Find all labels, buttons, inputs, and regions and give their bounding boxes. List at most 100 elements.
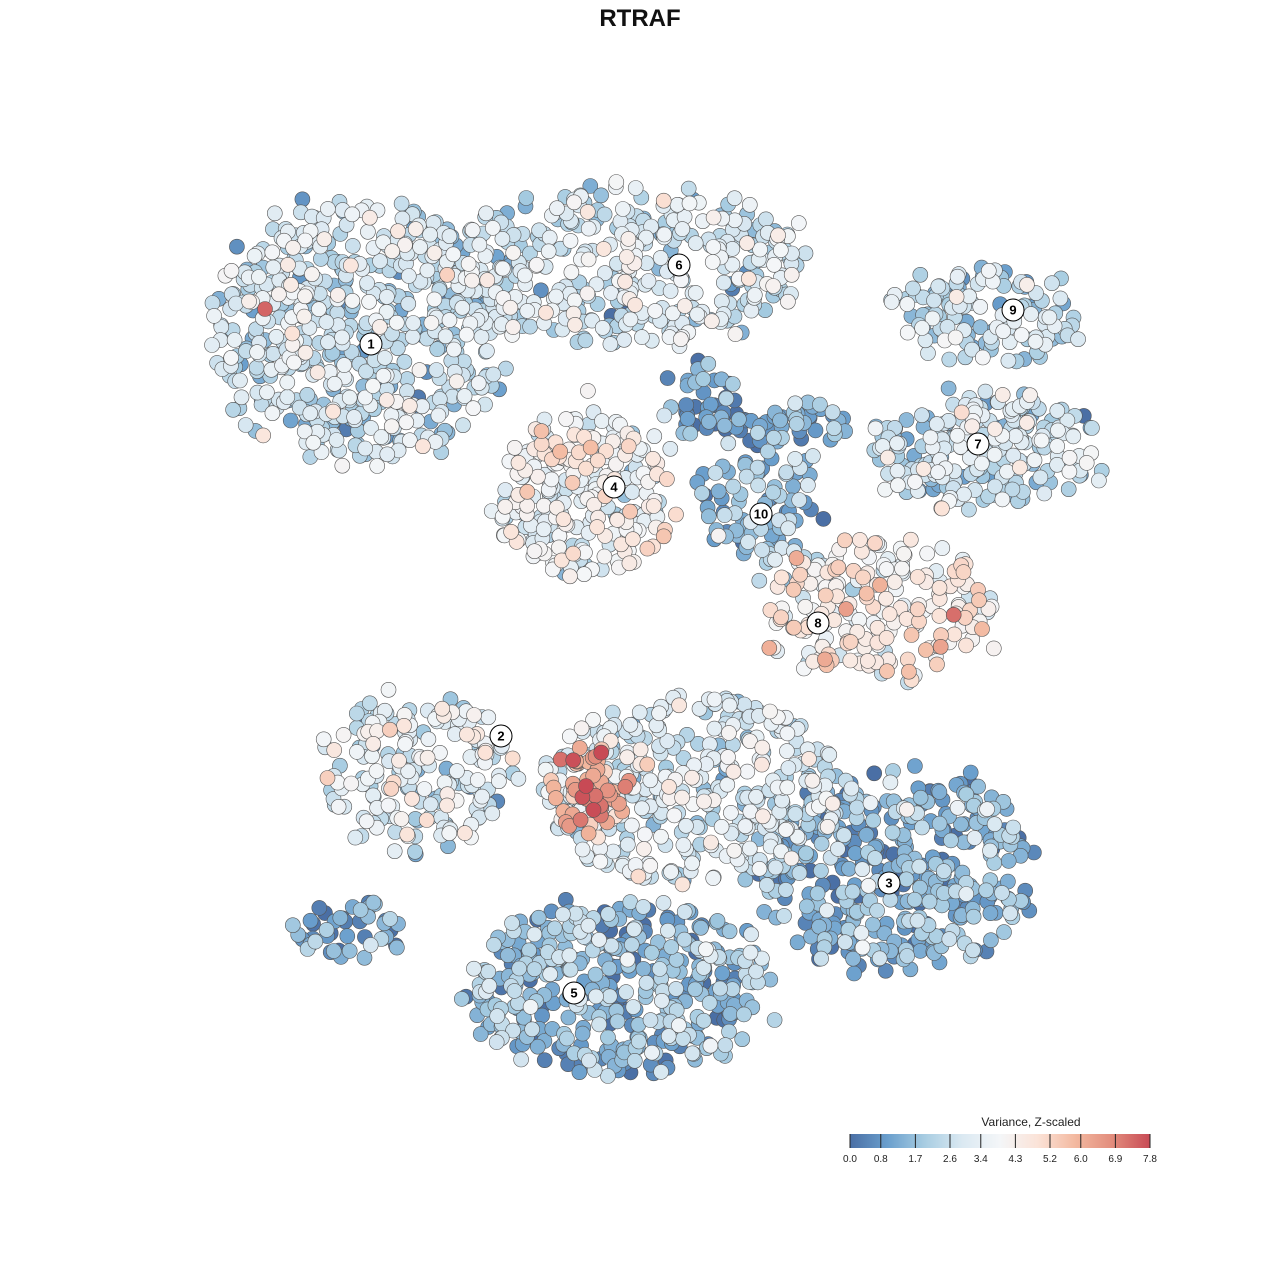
scatter-point bbox=[625, 999, 642, 1015]
scatter-point bbox=[721, 725, 737, 741]
scatter-point bbox=[319, 770, 336, 786]
scatter-point bbox=[731, 411, 747, 428]
scatter-point bbox=[986, 816, 1003, 833]
scatter-point bbox=[491, 773, 507, 790]
scatter-point bbox=[982, 842, 998, 859]
scatter-point bbox=[773, 569, 790, 586]
scatter-point bbox=[695, 1012, 712, 1029]
scatter-point bbox=[396, 353, 413, 370]
scatter-point bbox=[661, 778, 677, 795]
scatter-point bbox=[249, 344, 265, 360]
scatter-point bbox=[302, 405, 319, 422]
scatter-point bbox=[884, 824, 901, 841]
scatter-point bbox=[780, 760, 797, 776]
scatter-point bbox=[591, 931, 607, 948]
scatter-point bbox=[500, 947, 516, 964]
scatter-point bbox=[601, 960, 618, 977]
scatter-point bbox=[536, 497, 552, 514]
scatter-point bbox=[439, 797, 455, 814]
legend-tick-label: 2.6 bbox=[943, 1154, 957, 1165]
scatter-point bbox=[651, 705, 667, 722]
scatter-point bbox=[739, 235, 755, 251]
scatter-point bbox=[705, 239, 722, 255]
scatter-point bbox=[299, 386, 316, 403]
scatter-point bbox=[627, 180, 644, 196]
scatter-point bbox=[634, 329, 650, 345]
scatter-point bbox=[449, 763, 465, 779]
scatter-point bbox=[265, 259, 282, 276]
scatter-point bbox=[204, 337, 220, 353]
scatter-point bbox=[704, 254, 721, 270]
scatter-point bbox=[378, 392, 395, 408]
scatter-point bbox=[623, 936, 640, 953]
scatter-point bbox=[388, 314, 405, 331]
scatter-point bbox=[706, 691, 723, 708]
scatter-point bbox=[473, 329, 490, 345]
scatter-point bbox=[486, 936, 502, 953]
scatter-point bbox=[706, 720, 723, 737]
scatter-point bbox=[783, 266, 800, 283]
scatter-point bbox=[767, 859, 784, 876]
scatter-point bbox=[510, 770, 527, 787]
scatter-point bbox=[393, 811, 410, 827]
scatter-point bbox=[684, 1045, 701, 1062]
scatter-point bbox=[980, 262, 997, 279]
scatter-point bbox=[439, 266, 456, 283]
scatter-point bbox=[879, 449, 896, 466]
scatter-point bbox=[419, 749, 436, 766]
scatter-point bbox=[1061, 449, 1078, 466]
scatter-point bbox=[947, 329, 964, 346]
scatter-point bbox=[567, 316, 583, 333]
scatter-point bbox=[655, 528, 672, 545]
scatter-point bbox=[766, 256, 782, 273]
scatter-point bbox=[700, 355, 717, 372]
scatter-point bbox=[858, 585, 875, 602]
scatter-point bbox=[580, 917, 597, 934]
scatter-point bbox=[259, 384, 275, 401]
scatter-point bbox=[595, 241, 612, 257]
scatter-point bbox=[459, 726, 475, 743]
scatter-point bbox=[780, 293, 796, 310]
scatter-point bbox=[344, 206, 361, 223]
scatter-point bbox=[1019, 276, 1035, 293]
scatter-point bbox=[931, 608, 948, 624]
scatter-point bbox=[727, 326, 744, 342]
scatter-point bbox=[334, 457, 351, 474]
scatter-point bbox=[721, 1023, 737, 1040]
scatter-point bbox=[616, 331, 632, 348]
scatter-point bbox=[915, 461, 932, 477]
scatter-point bbox=[898, 412, 915, 428]
scatter-point bbox=[899, 296, 916, 312]
legend-tick-label: 6.0 bbox=[1074, 1154, 1088, 1165]
scatter-point bbox=[609, 512, 626, 528]
scatter-point bbox=[783, 850, 800, 867]
scatter-point bbox=[674, 789, 690, 806]
scatter-point bbox=[752, 241, 768, 258]
scatter-point bbox=[872, 577, 888, 593]
scatter-point bbox=[798, 898, 815, 915]
scatter-point bbox=[357, 440, 374, 457]
scatter-point bbox=[615, 201, 631, 217]
scatter-point bbox=[812, 396, 828, 413]
scatter-point bbox=[965, 942, 981, 959]
scatter-point bbox=[672, 331, 689, 348]
scatter-point bbox=[750, 477, 767, 494]
scatter-point bbox=[619, 951, 636, 968]
scatter-point bbox=[903, 627, 920, 643]
scatter-point bbox=[881, 606, 898, 622]
legend-tick-label: 6.9 bbox=[1108, 1154, 1122, 1165]
scatter-point bbox=[678, 397, 695, 413]
scatter-point bbox=[1061, 463, 1078, 480]
scatter-point bbox=[1060, 481, 1077, 498]
scatter-point bbox=[643, 944, 660, 961]
scatter-point bbox=[622, 716, 639, 733]
cluster-label-text: 9 bbox=[1009, 303, 1016, 318]
scatter-point bbox=[384, 243, 401, 259]
scatter-point bbox=[422, 226, 438, 243]
scatter-point bbox=[779, 779, 796, 796]
scatter-point bbox=[307, 933, 324, 950]
scatter-point bbox=[689, 306, 706, 323]
scatter-point bbox=[326, 742, 343, 758]
scatter-point bbox=[359, 275, 375, 291]
scatter-point bbox=[972, 298, 989, 315]
